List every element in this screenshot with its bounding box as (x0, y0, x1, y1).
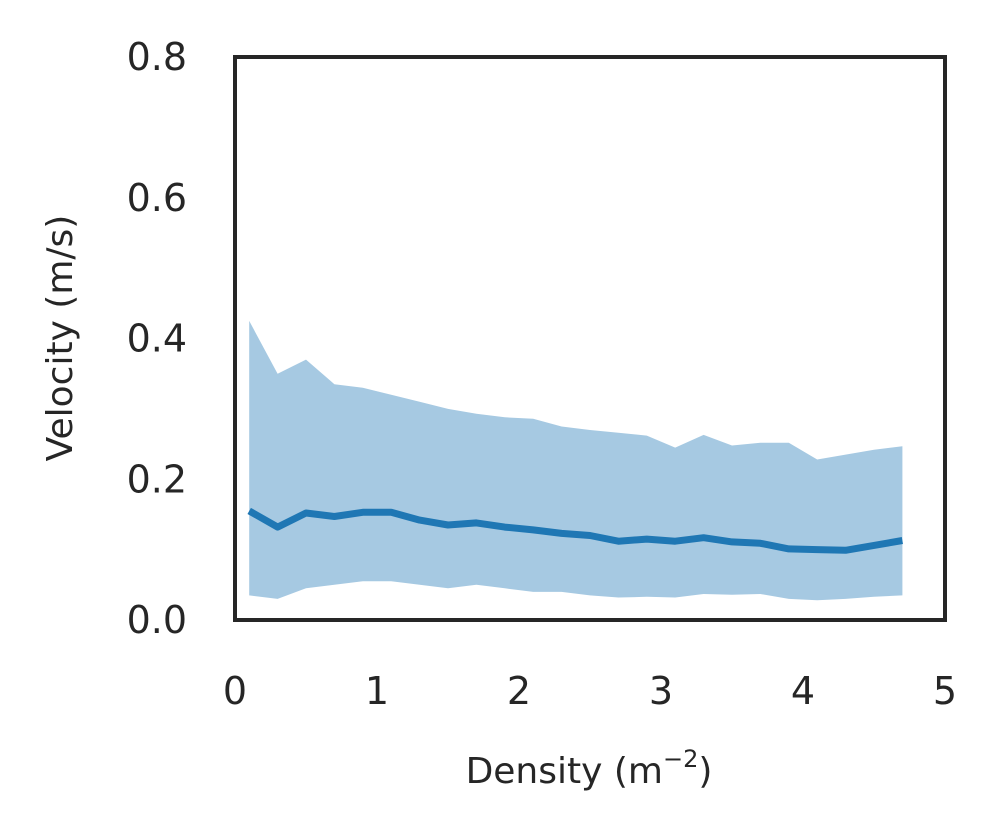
y-tick-labels: 0.0 0.2 0.4 0.6 0.8 (127, 35, 187, 642)
x-axis-label: Density (m−2) (466, 745, 713, 792)
y-axis-label: Velocity (m/s) (40, 215, 81, 462)
mean-velocity-line (247, 507, 903, 554)
axes-frame (233, 55, 947, 622)
confidence-band (249, 320, 903, 601)
x-tick-label: 5 (933, 669, 957, 713)
x-tick-label: 0 (223, 669, 247, 713)
x-tick-label: 2 (507, 669, 531, 713)
x-tick-labels: 0 1 2 3 4 5 (223, 669, 957, 713)
y-tick-label: 0.4 (127, 317, 187, 361)
y-tick-label: 0.0 (127, 598, 187, 642)
y-tick-label: 0.6 (127, 176, 187, 220)
x-tick-label: 4 (791, 669, 815, 713)
plot-area (247, 320, 903, 601)
y-tick-label: 0.2 (127, 457, 187, 501)
x-tick-label: 3 (649, 669, 673, 713)
x-tick-label: 1 (365, 669, 389, 713)
y-tick-label: 0.8 (127, 35, 187, 79)
